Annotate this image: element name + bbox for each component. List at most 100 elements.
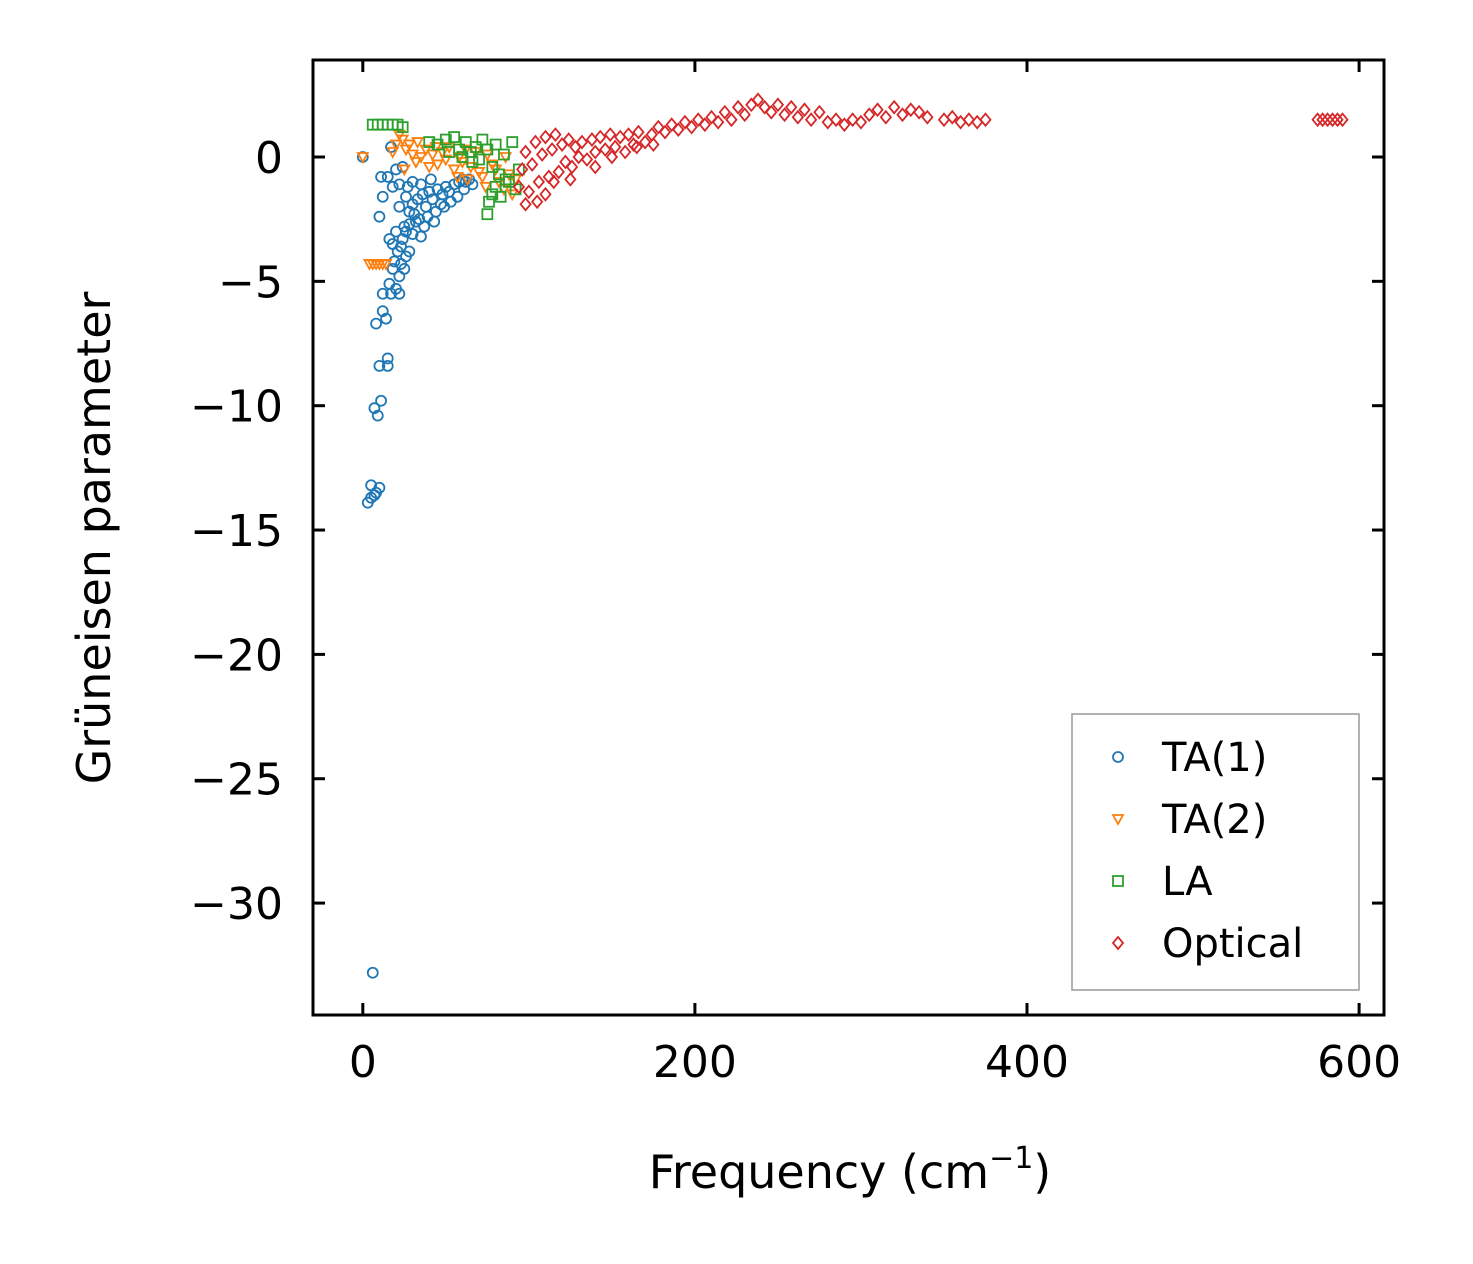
data-point-optical bbox=[979, 112, 992, 128]
data-point-optical bbox=[580, 152, 594, 167]
data-point-ta-1 bbox=[459, 175, 472, 188]
series-optical bbox=[512, 92, 1349, 212]
data-point-optical bbox=[547, 174, 560, 190]
data-point-optical bbox=[526, 157, 539, 172]
data-point-optical bbox=[921, 109, 934, 125]
y-tick-label: −25 bbox=[190, 755, 283, 806]
data-point-ta-1 bbox=[386, 180, 399, 193]
x-tick-label: 400 bbox=[985, 1037, 1069, 1088]
data-point-ta-1 bbox=[383, 233, 396, 245]
data-point-optical bbox=[863, 107, 876, 123]
data-point-optical bbox=[854, 114, 868, 130]
data-point-ta-1 bbox=[424, 173, 437, 186]
data-point-la bbox=[503, 175, 515, 188]
data-point-la bbox=[486, 161, 499, 173]
data-point-optical bbox=[912, 104, 926, 120]
data-point-optical bbox=[627, 137, 640, 152]
ticks-layer: 0 200 400 600 0 −5 −10 −15 −20 −25 −30 bbox=[190, 60, 1401, 1088]
data-point-la bbox=[396, 121, 409, 134]
data-point-optical bbox=[879, 109, 893, 125]
data-point-ta-1 bbox=[438, 200, 451, 213]
data-point-la bbox=[423, 136, 436, 148]
legend-label-ta-2: TA(2) bbox=[1161, 797, 1267, 843]
data-point-la bbox=[466, 156, 479, 168]
data-point-ta-1 bbox=[383, 277, 396, 290]
data-point-ta-1 bbox=[395, 258, 407, 270]
data-point-ta-2 bbox=[386, 147, 400, 159]
data-point-optical bbox=[658, 124, 672, 140]
data-point-optical bbox=[829, 112, 843, 128]
data-point-optical bbox=[532, 174, 545, 190]
data-point-la bbox=[439, 133, 452, 146]
series-la bbox=[366, 118, 525, 221]
data-point-optical bbox=[512, 179, 526, 195]
data-point-ta-2 bbox=[411, 137, 425, 149]
data-point-ta-1 bbox=[410, 215, 422, 228]
data-point-optical bbox=[1316, 112, 1329, 128]
y-tick-label: −5 bbox=[218, 257, 283, 308]
data-point-ta-2 bbox=[402, 139, 416, 152]
data-point-optical bbox=[519, 196, 532, 212]
data-point-optical bbox=[718, 104, 731, 120]
data-point-optical bbox=[519, 144, 532, 160]
legend-marker-ta-2 bbox=[1111, 814, 1125, 826]
data-point-optical bbox=[604, 127, 617, 143]
data-point-ta-2 bbox=[475, 171, 489, 184]
data-point-ta-1 bbox=[380, 312, 392, 325]
y-tick-label: −15 bbox=[190, 506, 283, 557]
data-point-optical bbox=[630, 139, 643, 155]
data-point-optical bbox=[647, 137, 660, 152]
data-point-la bbox=[499, 173, 512, 186]
x-axis-label-superscript: −1 bbox=[989, 1141, 1033, 1176]
data-point-optical bbox=[516, 162, 529, 177]
data-point-ta-2 bbox=[406, 149, 420, 162]
legend-items: TA(1) TA(2) LA Optical bbox=[1111, 735, 1303, 967]
data-point-optical bbox=[605, 149, 619, 165]
data-point-ta-1 bbox=[393, 200, 406, 213]
data-point-ta-1 bbox=[428, 215, 441, 228]
data-point-optical bbox=[1321, 112, 1334, 128]
data-point-optical bbox=[539, 186, 552, 202]
data-point-optical bbox=[529, 134, 542, 150]
data-point-optical bbox=[572, 149, 585, 165]
data-point-optical bbox=[705, 109, 718, 125]
x-axis-label: Frequency (cm−1) bbox=[649, 1141, 1052, 1199]
data-point-ta-1 bbox=[396, 233, 409, 245]
data-point-optical bbox=[846, 112, 859, 128]
data-point-optical bbox=[632, 124, 645, 140]
y-tick-label: −30 bbox=[190, 879, 283, 930]
data-point-ta-1 bbox=[403, 218, 416, 231]
data-point-ta-1 bbox=[373, 359, 386, 372]
x-tick-label: 200 bbox=[653, 1037, 737, 1088]
data-point-optical bbox=[552, 164, 565, 180]
data-point-optical bbox=[813, 104, 826, 120]
data-point-ta-1 bbox=[370, 317, 382, 330]
data-point-optical bbox=[778, 107, 791, 123]
data-point-ta-1 bbox=[373, 210, 386, 223]
data-point-ta-1 bbox=[376, 190, 389, 203]
data-point-optical bbox=[738, 107, 751, 123]
data-point-optical bbox=[594, 129, 607, 145]
data-point-optical bbox=[575, 134, 589, 150]
data-point-optical bbox=[692, 112, 705, 128]
data-point-ta-1 bbox=[376, 305, 389, 318]
legend-marker-optical bbox=[1111, 935, 1125, 951]
data-point-ta-1 bbox=[418, 220, 431, 233]
data-point-optical bbox=[564, 171, 577, 187]
data-point-optical bbox=[665, 117, 678, 133]
legend-marker-ta-1 bbox=[1112, 751, 1124, 763]
x-tick-label: 600 bbox=[1317, 1037, 1401, 1088]
data-point-optical bbox=[731, 99, 745, 115]
data-point-la bbox=[473, 153, 485, 166]
data-point-ta-2 bbox=[426, 149, 440, 162]
data-point-optical bbox=[559, 154, 572, 170]
data-point-optical bbox=[539, 129, 552, 145]
data-point-la bbox=[483, 195, 495, 208]
data-point-optical bbox=[791, 109, 805, 125]
data-point-ta-1 bbox=[371, 409, 384, 422]
data-point-ta-1 bbox=[386, 263, 399, 275]
data-point-ta-1 bbox=[366, 966, 379, 979]
data-point-ta-2 bbox=[397, 164, 411, 177]
legend-label-la: LA bbox=[1162, 859, 1213, 905]
